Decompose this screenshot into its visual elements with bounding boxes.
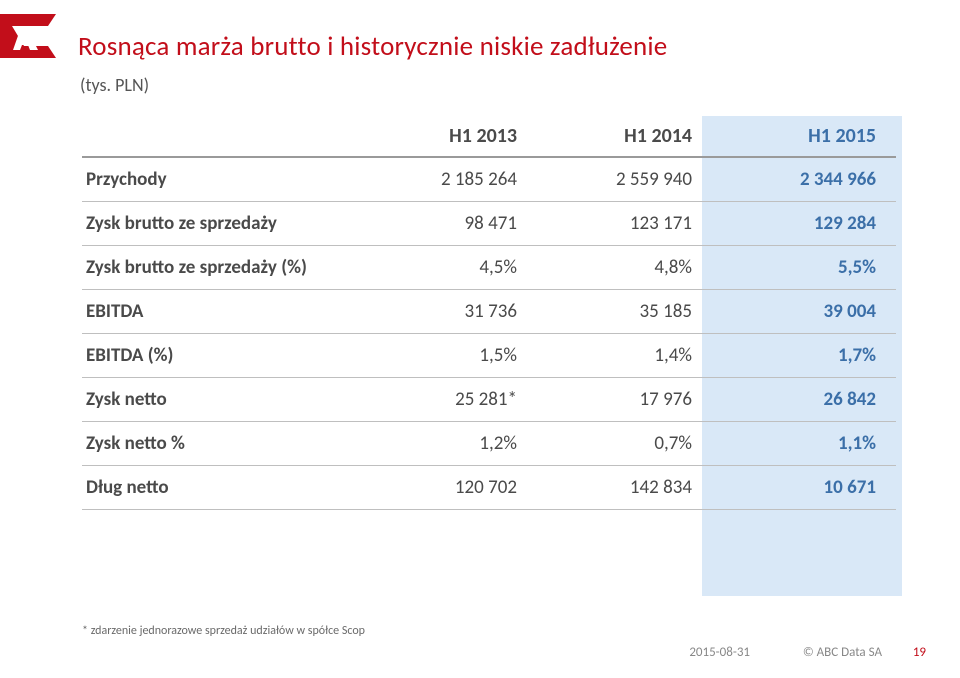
row-label: Zysk netto xyxy=(82,378,362,422)
footer-page-number: 19 xyxy=(913,645,926,660)
row-label: Zysk netto % xyxy=(82,422,362,466)
cell-value: 39 004 xyxy=(712,290,896,334)
page-title: Rosnąca marża brutto i historycznie nisk… xyxy=(78,30,667,63)
footer-date: 2015-08-31 xyxy=(689,645,750,660)
cell-value: 25 281* xyxy=(362,378,537,422)
table-row: Zysk netto %1,2%0,7%1,1% xyxy=(82,422,896,466)
row-label: EBITDA xyxy=(82,290,362,334)
cell-value: 142 834 xyxy=(537,466,712,510)
cell-value: 1,2% xyxy=(362,422,537,466)
table-row: Zysk brutto ze sprzedaży98 471123 171129… xyxy=(82,202,896,246)
col-header-blank xyxy=(82,116,362,157)
col-header-h1-2015: H1 2015 xyxy=(712,116,896,157)
cell-value: 98 471 xyxy=(362,202,537,246)
cell-value: 35 185 xyxy=(537,290,712,334)
cell-value: 129 284 xyxy=(712,202,896,246)
cell-value: 31 736 xyxy=(362,290,537,334)
footnote: * zdarzenie jednorazowe sprzedaż udziałó… xyxy=(82,624,365,638)
col-header-h1-2013: H1 2013 xyxy=(362,116,537,157)
cell-value: 123 171 xyxy=(537,202,712,246)
page-subtitle: (tys. PLN) xyxy=(80,74,149,96)
cell-value: 1,5% xyxy=(362,334,537,378)
cell-value: 1,7% xyxy=(712,334,896,378)
table-row: Zysk netto25 281*17 97626 842 xyxy=(82,378,896,422)
col-header-h1-2014: H1 2014 xyxy=(537,116,712,157)
row-label: Dług netto xyxy=(82,466,362,510)
table-header-row: H1 2013 H1 2014 H1 2015 xyxy=(82,116,896,157)
cell-value: 17 976 xyxy=(537,378,712,422)
table-row: Przychody2 185 2642 559 9402 344 966 xyxy=(82,157,896,202)
row-label: Przychody xyxy=(82,157,362,202)
cell-value: 26 842 xyxy=(712,378,896,422)
cell-value: 2 185 264 xyxy=(362,157,537,202)
cell-value: 4,5% xyxy=(362,246,537,290)
cell-value: 10 671 xyxy=(712,466,896,510)
cell-value: 1,1% xyxy=(712,422,896,466)
table-row: EBITDA31 73635 18539 004 xyxy=(82,290,896,334)
company-logo xyxy=(0,14,56,62)
table-row: Zysk brutto ze sprzedaży (%)4,5%4,8%5,5% xyxy=(82,246,896,290)
row-label: EBITDA (%) xyxy=(82,334,362,378)
financial-table: H1 2013 H1 2014 H1 2015 Przychody2 185 2… xyxy=(82,116,896,510)
table-row: EBITDA (%)1,5%1,4%1,7% xyxy=(82,334,896,378)
cell-value: 4,8% xyxy=(537,246,712,290)
cell-value: 2 344 966 xyxy=(712,157,896,202)
row-label: Zysk brutto ze sprzedaży xyxy=(82,202,362,246)
cell-value: 2 559 940 xyxy=(537,157,712,202)
cell-value: 5,5% xyxy=(712,246,896,290)
cell-value: 0,7% xyxy=(537,422,712,466)
cell-value: 1,4% xyxy=(537,334,712,378)
table-row: Dług netto120 702142 83410 671 xyxy=(82,466,896,510)
footer-copyright: © ABC Data SA xyxy=(803,645,882,660)
row-label: Zysk brutto ze sprzedaży (%) xyxy=(82,246,362,290)
cell-value: 120 702 xyxy=(362,466,537,510)
